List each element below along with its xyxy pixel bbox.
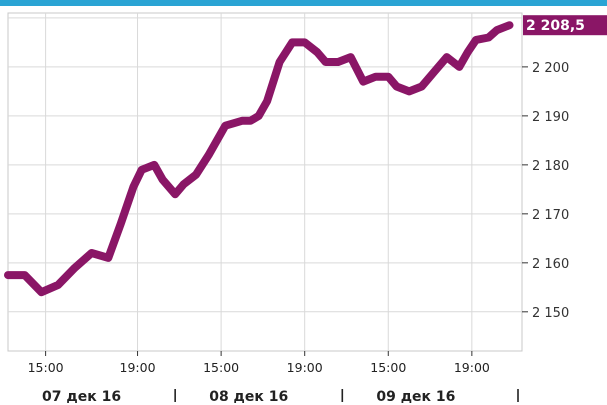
last-value-badge [523,15,607,36]
y-tick-label: 2 150 [532,306,569,321]
y-tick-label: 2 190 [532,110,569,125]
last-value-marker: 2 208,5 [523,15,607,36]
x-axis: 15:00 19:00 15:00 19:00 15:00 19:00 07 дек 16 0… [28,351,519,405]
y-axis: 2 150 2 160 2 170 2 180 2 190 2 200 [522,61,569,321]
x-tick-label: 19:00 [287,360,323,375]
y-tick-label: 2 180 [532,159,569,174]
header-bar-fragment [0,0,607,6]
y-tick-label: 2 160 [532,257,569,272]
last-value-label: 2 208,5 [526,18,585,34]
date-label: 08 дек 16 [209,389,288,405]
x-tick-label: 19:00 [454,360,490,375]
x-tick-label: 19:00 [120,360,156,375]
x-tick-label: 15:00 [203,360,239,375]
x-tick-label: 15:00 [370,360,406,375]
price-series-line [4,21,514,297]
y-tick-label: 2 200 [532,61,569,76]
x-tick-label: 15:00 [28,360,64,375]
date-label: 09 дек 16 [376,389,455,405]
date-label: 07 дек 16 [42,389,121,405]
series-group [4,21,514,297]
y-tick-label: 2 170 [532,208,569,223]
